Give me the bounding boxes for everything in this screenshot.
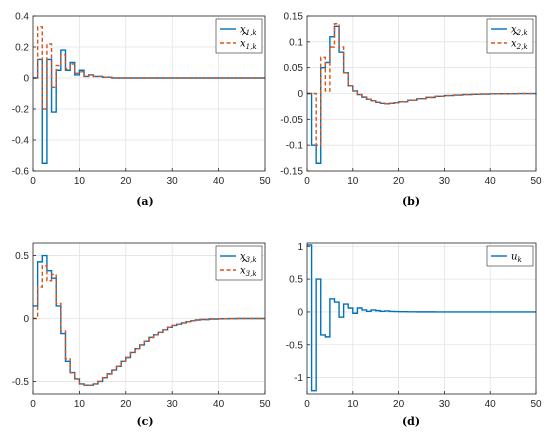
y-tick-label: 0.1 — [289, 37, 303, 48]
axes-box — [306, 242, 537, 395]
y-tick-label: -0.15 — [280, 167, 303, 178]
chart-panel-b: 0 10 20 30 40 50 -0.15 -0.1 -0.05 0 0.05 0.1 0.15 x2,… — [280, 12, 542, 209]
x-tick-label: 40 — [485, 399, 497, 410]
x-tick-label: 30 — [439, 399, 451, 410]
x-tick-label: 10 — [347, 399, 359, 410]
y-tick-label: 0 — [297, 307, 303, 318]
x-tick-label: 0 — [30, 399, 36, 410]
y-tick-label: -0.4 — [12, 136, 30, 147]
plot-area — [307, 243, 536, 394]
y-tick-label: 0.15 — [284, 12, 304, 23]
legend-hat: ^ — [512, 32, 520, 43]
legend-entry: x2,k — [511, 39, 528, 52]
legend: x2,kx2,k^ — [486, 18, 534, 54]
legend-box — [486, 245, 534, 267]
x-tick-label: 10 — [347, 176, 359, 187]
x-tick-label: 30 — [167, 176, 179, 187]
y-tick-label: -0.2 — [12, 105, 30, 116]
y-tick-label: 0.5 — [289, 275, 303, 286]
legend: uk — [486, 245, 534, 267]
legend-entry: x1,k — [240, 39, 257, 52]
legend-entry: uk — [511, 252, 522, 265]
panel-caption: (d) — [402, 415, 420, 428]
legend-hat: ^ — [241, 259, 249, 270]
panel-caption: (c) — [136, 415, 153, 428]
y-tick-label: 0.2 — [15, 43, 29, 54]
y-tick-label: 0.5 — [15, 251, 29, 262]
y-tick-label: 0.05 — [284, 63, 304, 74]
x-tick-label: 20 — [393, 176, 405, 187]
x-tick-label: 10 — [74, 176, 86, 187]
y-tick-label: 1 — [297, 242, 303, 253]
x-tick-label: 30 — [167, 399, 179, 410]
y-tick-label: 0 — [23, 314, 29, 325]
legend-entry: x1,k — [240, 25, 257, 38]
x-tick-label: 50 — [530, 176, 542, 187]
series-line-estimate — [33, 26, 265, 110]
series-line-estimate — [33, 264, 265, 386]
chart-panel-c: 0 10 20 30 40 50-0.500.5 x3,kx3,k^(c) — [12, 242, 271, 428]
x-tick-label: 50 — [259, 176, 271, 187]
series-line-estimate — [307, 23, 537, 146]
y-tick-label: 0.4 — [15, 12, 29, 23]
x-tick-label: 0 — [304, 399, 310, 410]
y-tick-label: -0.1 — [286, 141, 304, 152]
y-tick-label: 0 — [297, 89, 303, 100]
legend: x3,kx3,k^ — [215, 245, 263, 281]
legend-entry: x2,k — [511, 25, 528, 38]
chart-panel-d: 0 10 20 30 40 50 -1 -0.5 0 0.5 1 uk (d) — [286, 242, 542, 428]
x-tick-label: 50 — [259, 399, 271, 410]
legend: x1,kx1,k^ — [215, 18, 263, 54]
legend-box — [215, 245, 263, 281]
y-tick-label: -0.6 — [12, 167, 30, 178]
x-tick-label: 50 — [530, 399, 542, 410]
x-tick-label: 10 — [74, 399, 86, 410]
x-tick-label: 20 — [393, 399, 405, 410]
legend-box — [486, 18, 534, 54]
x-tick-label: 30 — [439, 176, 451, 187]
y-tick-label: 0 — [23, 74, 29, 85]
y-tick-label: -0.05 — [280, 115, 303, 126]
legend-box — [215, 18, 263, 54]
x-tick-label: 40 — [213, 176, 225, 187]
y-tick-label: -1 — [294, 373, 303, 384]
chart-panel-a: 0 10 20 30 40 50 -0.6 -0.4 -0.2 0 0.2 0.4 x1,kx1,k^ (… — [12, 12, 271, 209]
y-tick-label: -0.5 — [286, 340, 304, 351]
series-line-state — [307, 244, 536, 392]
x-tick-label: 20 — [120, 399, 132, 410]
y-tick-label: -0.5 — [12, 377, 30, 388]
panel-caption: (b) — [402, 195, 420, 208]
x-tick-label: 40 — [485, 176, 497, 187]
panel-caption: (a) — [136, 195, 154, 208]
x-tick-label: 40 — [213, 399, 225, 410]
x-tick-label: 0 — [304, 176, 310, 187]
x-tick-label: 20 — [120, 176, 132, 187]
legend-entry: x3,k — [240, 252, 257, 265]
legend-hat: ^ — [241, 32, 249, 43]
axes-box — [32, 15, 266, 172]
legend-entry: x3,k — [240, 266, 257, 279]
x-tick-label: 0 — [30, 176, 36, 187]
